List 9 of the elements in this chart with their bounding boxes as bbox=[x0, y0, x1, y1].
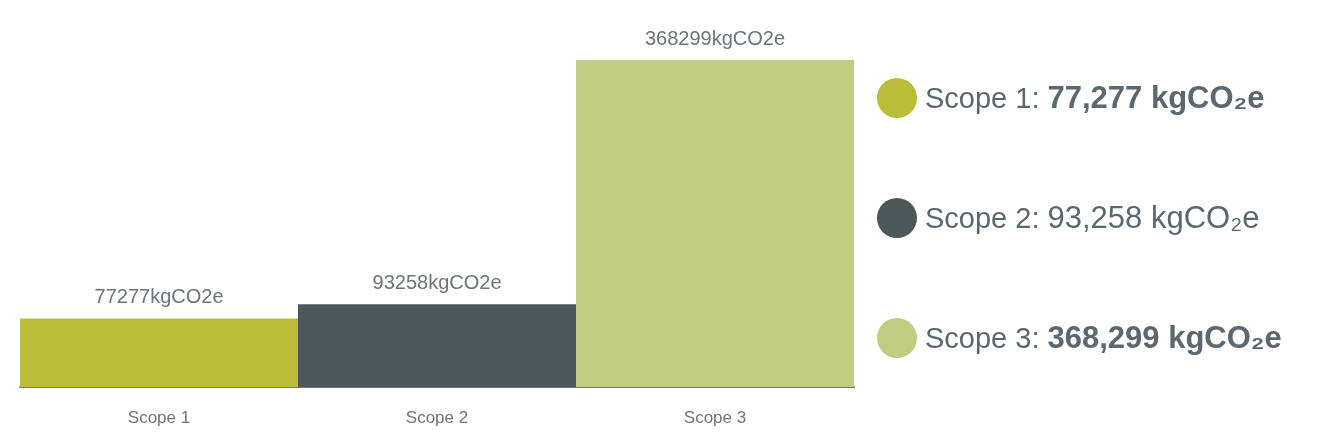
data-label: 77277kgCO2e bbox=[94, 285, 224, 308]
x-tick-label: Scope 1 bbox=[127, 408, 191, 427]
text: Scope 3: 368,299 kgCO₂e bbox=[925, 320, 1282, 356]
x-tick-label: Scope 2 bbox=[405, 408, 469, 427]
data-label: 368299kgCO2e bbox=[644, 27, 786, 49]
x-tick-label: Scope 3 bbox=[683, 408, 747, 427]
data-label: 93258kgCO2e bbox=[372, 271, 502, 294]
text: Scope 2: 93,258 kgCO₂e bbox=[925, 200, 1260, 236]
text: Scope 1: 77,277 kgCO₂e bbox=[925, 80, 1265, 116]
